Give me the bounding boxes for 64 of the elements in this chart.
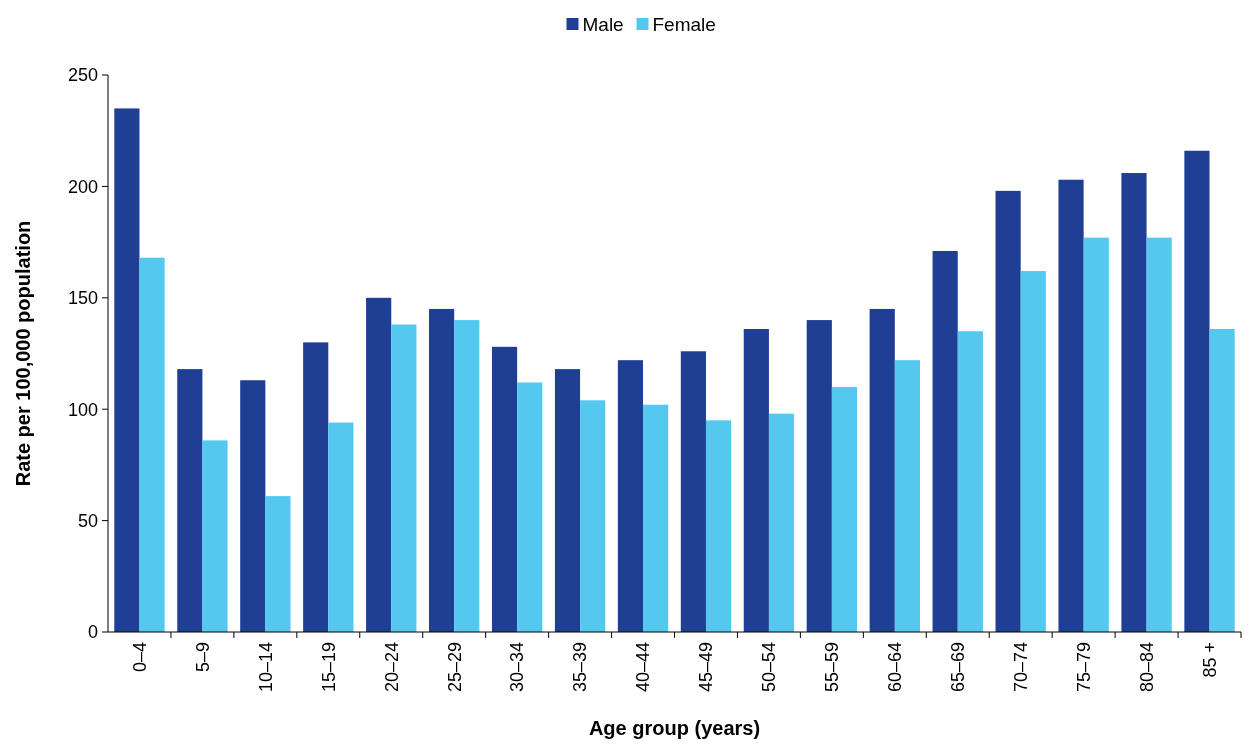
bar — [705, 420, 732, 632]
bar — [932, 251, 958, 632]
bar — [1020, 271, 1046, 632]
bar — [454, 320, 480, 632]
bar — [1121, 173, 1147, 632]
y-tick-label: 150 — [67, 288, 98, 309]
x-tick-label: 80–84 — [1136, 642, 1157, 693]
bar — [768, 413, 795, 632]
x-tick-label: 65–69 — [948, 642, 969, 693]
x-tick-label: 5–9 — [192, 642, 213, 673]
x-tick-label: 10–14 — [255, 642, 276, 693]
legend-label: Female — [652, 13, 716, 35]
bar — [554, 369, 581, 632]
bar — [617, 360, 644, 632]
bar — [240, 380, 266, 632]
bar — [1083, 237, 1109, 632]
x-tick-label: 15–19 — [318, 642, 339, 693]
bar — [265, 496, 291, 632]
bar — [303, 342, 329, 632]
bar — [806, 320, 832, 632]
bar — [894, 360, 920, 632]
x-tick-label: 55–59 — [822, 642, 843, 693]
x-tick-label: 75–79 — [1073, 642, 1094, 693]
bar — [957, 331, 983, 632]
bar — [391, 324, 417, 632]
bar — [177, 369, 203, 632]
y-tick-label: 200 — [67, 176, 98, 197]
bar — [1058, 179, 1084, 632]
x-tick-label: 20–24 — [381, 642, 402, 693]
bar — [831, 386, 858, 632]
bar — [429, 308, 455, 632]
bar — [328, 422, 354, 632]
x-tick-label: 35–39 — [570, 642, 591, 693]
bar — [580, 400, 606, 632]
y-axis-title: Rate per 100,000 population — [12, 220, 34, 487]
bar — [1209, 328, 1235, 632]
bar — [1184, 150, 1210, 632]
x-axis-title: Age group (years) — [588, 717, 761, 739]
bar — [643, 404, 669, 632]
legend-label: Male — [582, 13, 624, 35]
bar — [1146, 237, 1172, 632]
bar — [995, 190, 1021, 632]
y-tick-label: 50 — [77, 510, 98, 531]
bar — [491, 346, 518, 632]
bar — [743, 328, 769, 632]
bar — [202, 440, 228, 632]
bar — [869, 308, 895, 632]
bar — [139, 257, 165, 632]
y-tick-label: 250 — [67, 65, 98, 86]
y-tick-label: 100 — [67, 399, 98, 420]
x-tick-label: 50–54 — [759, 642, 780, 693]
x-tick-label: 60–64 — [885, 642, 906, 693]
bar — [680, 351, 706, 632]
bar — [366, 297, 392, 632]
x-tick-label: 70–74 — [1010, 642, 1031, 693]
x-tick-label: 0–4 — [129, 642, 150, 673]
bar — [114, 108, 140, 632]
x-tick-label: 25–29 — [444, 642, 465, 693]
x-tick-label: 30–34 — [507, 642, 528, 693]
bar — [517, 382, 543, 632]
y-tick-label: 0 — [87, 622, 98, 643]
x-tick-label: 40–44 — [633, 642, 654, 693]
x-tick-label: 45–49 — [696, 642, 717, 693]
x-tick-label: 85 + — [1199, 642, 1220, 678]
